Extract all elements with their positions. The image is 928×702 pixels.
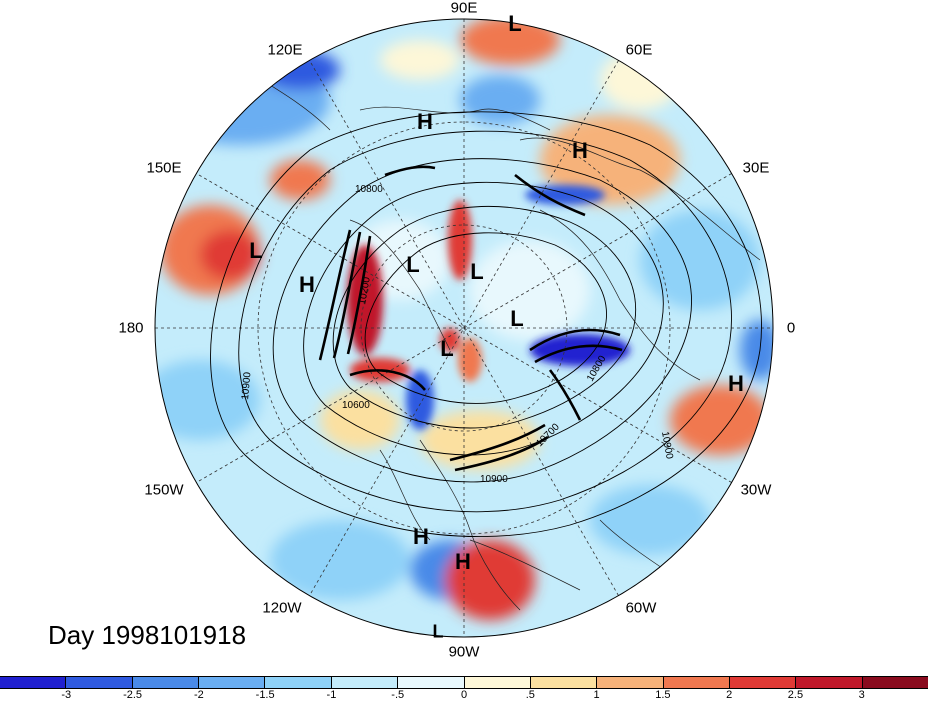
- longitude-label-120e: 120E: [267, 41, 303, 59]
- colorbar-tick-label: .5: [525, 689, 535, 701]
- pressure-center-marker: L: [508, 11, 522, 36]
- contour-label: 10900: [240, 371, 253, 400]
- colorbar-segment: [796, 677, 863, 688]
- colorbar-tick-label: -1: [326, 689, 337, 701]
- longitude-label-120w: 120W: [262, 599, 302, 617]
- longitude-label-90w: 90W: [448, 643, 480, 661]
- longitude-label-180: 180: [118, 319, 144, 337]
- colorbar-segment: [331, 677, 399, 688]
- colorbar-segment: [199, 677, 266, 688]
- pressure-center-marker: H: [572, 138, 588, 163]
- pressure-center-marker: L: [510, 306, 524, 331]
- map-border: [154, 18, 774, 638]
- anomaly-shading: [155, 19, 773, 637]
- colorbar-tick-label: 3: [858, 689, 865, 701]
- contour-label: 10800: [355, 184, 383, 195]
- colorbar-segment: [132, 677, 200, 688]
- colorbar-segment: [265, 677, 332, 688]
- colorbar-tick-label: 1.5: [655, 689, 671, 701]
- height-contours: [210, 111, 762, 538]
- pressure-center-marker: H: [413, 524, 429, 549]
- pressure-center-marker: H: [417, 109, 433, 134]
- colorbar-tick-label: -3: [61, 689, 72, 701]
- graticule: [155, 19, 773, 637]
- colorbar: [0, 676, 928, 689]
- longitude-label-30e: 30E: [742, 159, 770, 177]
- colorbar-segment: [597, 677, 664, 688]
- longitude-label-60w: 60W: [625, 599, 657, 617]
- jet-streaks: [318, 165, 623, 472]
- colorbar-segment: [398, 677, 465, 688]
- colorbar-segment: [464, 677, 531, 688]
- colorbar-segment: [862, 677, 928, 688]
- colorbar-tick-label: 1: [593, 689, 600, 701]
- contour-label: 10900: [480, 474, 508, 485]
- pressure-center-marker: L: [406, 252, 420, 277]
- pressure-center-marker: H: [455, 549, 471, 574]
- pressure-center-marker: L: [470, 259, 484, 284]
- colorbar-tick-label: -1.5: [255, 689, 275, 701]
- colorbar-segment: [66, 677, 133, 688]
- longitude-label-90e: 90E: [450, 0, 478, 17]
- longitude-label-0: 0: [786, 319, 796, 337]
- contour-label: 10200: [357, 276, 373, 306]
- pressure-center-marker: L: [432, 621, 444, 642]
- colorbar-tick-label: -2: [193, 689, 204, 701]
- colorbar-segment: [0, 677, 67, 688]
- colorbar-tick-label: -.5: [391, 689, 405, 701]
- colorbar-segment: [663, 677, 730, 688]
- contour-label: 10600: [342, 400, 370, 411]
- pressure-center-marker: L: [249, 238, 263, 263]
- day-label: Day 1998101918: [48, 620, 247, 650]
- longitude-label-30w: 30W: [740, 481, 772, 499]
- colorbar-segment: [729, 677, 797, 688]
- colorbar-tick-label: 0: [460, 689, 468, 701]
- colorbar-tick-label: -2.5: [123, 689, 143, 701]
- pressure-center-marker: L: [440, 336, 454, 361]
- colorbar-tick-label: 2: [726, 689, 733, 701]
- longitude-label-150w: 150W: [144, 481, 184, 499]
- colorbar-segment: [530, 677, 598, 688]
- pressure-center-marker: H: [299, 272, 315, 297]
- longitude-label-60e: 60E: [625, 41, 653, 59]
- pressure-center-marker: H: [728, 371, 744, 396]
- longitude-label-150e: 150E: [146, 159, 182, 177]
- contour-label: 10900: [659, 431, 675, 461]
- colorbar-tick-label: 2.5: [787, 689, 804, 701]
- coastlines: [229, 59, 761, 611]
